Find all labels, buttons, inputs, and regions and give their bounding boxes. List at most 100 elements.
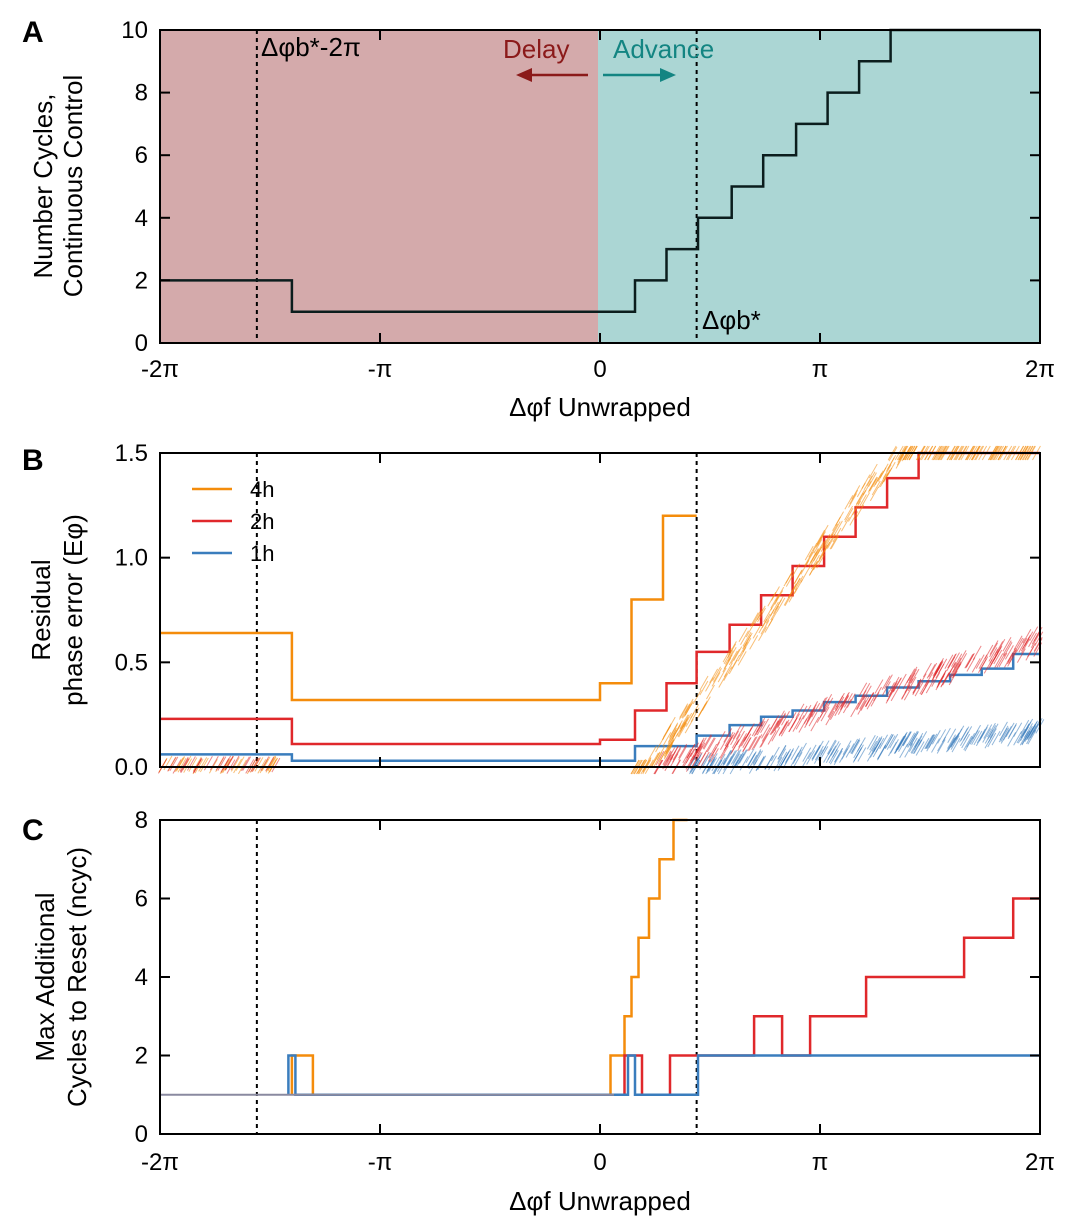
sample-mark — [963, 726, 973, 741]
sample-mark — [861, 492, 871, 507]
sample-mark — [862, 481, 872, 496]
sample-mark — [1002, 640, 1012, 655]
panel-c-xlabel: Δφf Unwrapped — [509, 1186, 691, 1216]
x-tick-label: 2π — [1025, 1149, 1055, 1176]
sample-mark — [966, 657, 976, 672]
sample-mark — [235, 756, 245, 771]
panel-a-ticks: -2π -π 0 π 2π 0 2 4 6 8 10 — [121, 17, 1055, 383]
sample-mark — [821, 534, 831, 549]
sample-mark — [778, 720, 788, 736]
sample-mark — [837, 700, 847, 715]
sample-mark — [679, 703, 689, 718]
sample-mark — [920, 737, 930, 753]
sample-mark — [681, 703, 691, 719]
sample-mark — [835, 696, 845, 712]
sample-mark — [862, 685, 872, 700]
sample-mark — [811, 554, 820, 570]
sample-mark — [888, 680, 898, 696]
sample-mark — [222, 758, 232, 773]
sample-mark — [771, 586, 780, 601]
sample-mark — [672, 723, 682, 738]
sample-mark — [969, 729, 979, 745]
sample-mark — [802, 752, 812, 767]
sample-mark — [951, 652, 960, 667]
sample-mark — [666, 747, 676, 762]
sample-mark — [800, 568, 810, 583]
sample-mark — [819, 746, 829, 761]
sample-mark — [735, 751, 745, 766]
sample-mark — [1031, 629, 1041, 645]
sample-mark — [754, 750, 764, 765]
sample-mark — [748, 736, 758, 751]
sample-mark — [975, 731, 985, 747]
sample-mark — [951, 737, 961, 753]
sample-mark — [727, 646, 737, 662]
sample-mark — [989, 640, 999, 655]
sample-mark — [887, 455, 897, 470]
sample-mark — [739, 749, 748, 764]
sample-mark — [706, 758, 716, 774]
sample-mark — [710, 748, 719, 763]
sample-mark — [871, 480, 881, 496]
sample-mark — [176, 757, 185, 772]
sample-mark — [1007, 647, 1017, 663]
sample-mark — [768, 611, 778, 627]
sample-mark — [853, 743, 863, 759]
sample-mark — [810, 548, 819, 563]
sample-mark — [770, 746, 780, 762]
panel-a-advance-region — [598, 30, 1040, 343]
sample-mark — [924, 672, 934, 687]
sample-mark — [757, 607, 766, 623]
sample-mark — [808, 711, 818, 727]
sample-mark — [982, 728, 992, 743]
sample-mark — [271, 757, 281, 773]
sample-mark — [833, 520, 843, 536]
sample-mark — [1021, 730, 1031, 745]
sample-mark — [855, 492, 864, 507]
sample-mark — [1016, 648, 1026, 663]
sample-mark — [709, 668, 719, 684]
panel-b-ylabel-line1: Residual — [26, 559, 56, 660]
sample-mark — [708, 743, 718, 759]
sample-mark — [719, 743, 729, 758]
sample-mark — [849, 489, 859, 505]
sample-mark — [897, 735, 907, 751]
sample-mark — [879, 463, 889, 479]
sample-mark — [884, 734, 894, 749]
sample-mark — [794, 575, 804, 591]
sample-mark — [684, 698, 694, 714]
sample-mark — [696, 742, 706, 757]
legend-label-1h: 1h — [250, 541, 274, 566]
sample-mark — [768, 718, 778, 733]
sample-mark — [719, 745, 729, 760]
sample-mark — [947, 653, 957, 669]
sample-mark — [815, 541, 825, 556]
sample-mark — [669, 732, 679, 748]
sample-mark — [827, 740, 837, 755]
sample-mark — [732, 724, 742, 740]
sample-mark — [914, 681, 924, 697]
sample-mark — [198, 757, 208, 772]
sample-mark — [883, 674, 893, 689]
sample-mark — [642, 758, 652, 773]
sample-mark — [781, 711, 790, 726]
sample-mark — [663, 751, 673, 766]
sample-mark — [772, 718, 782, 734]
sample-mark — [770, 593, 780, 609]
sample-mark — [802, 704, 812, 720]
y-tick-label: 0.0 — [115, 754, 148, 781]
sample-mark — [987, 725, 997, 740]
sample-mark — [791, 563, 801, 579]
sample-mark — [678, 722, 688, 738]
sample-mark — [851, 738, 861, 753]
sample-mark — [890, 686, 900, 702]
sample-mark — [753, 734, 763, 749]
sample-mark — [829, 535, 839, 550]
sample-mark — [742, 634, 752, 650]
panel-b: 0.0 0.5 1.0 1.5 B 4h 2h 1h Residual phase err… — [22, 440, 1045, 781]
sample-mark — [819, 524, 829, 540]
sample-mark — [755, 755, 765, 771]
sample-mark — [950, 735, 960, 750]
sample-mark — [706, 737, 716, 753]
sample-mark — [859, 694, 869, 710]
